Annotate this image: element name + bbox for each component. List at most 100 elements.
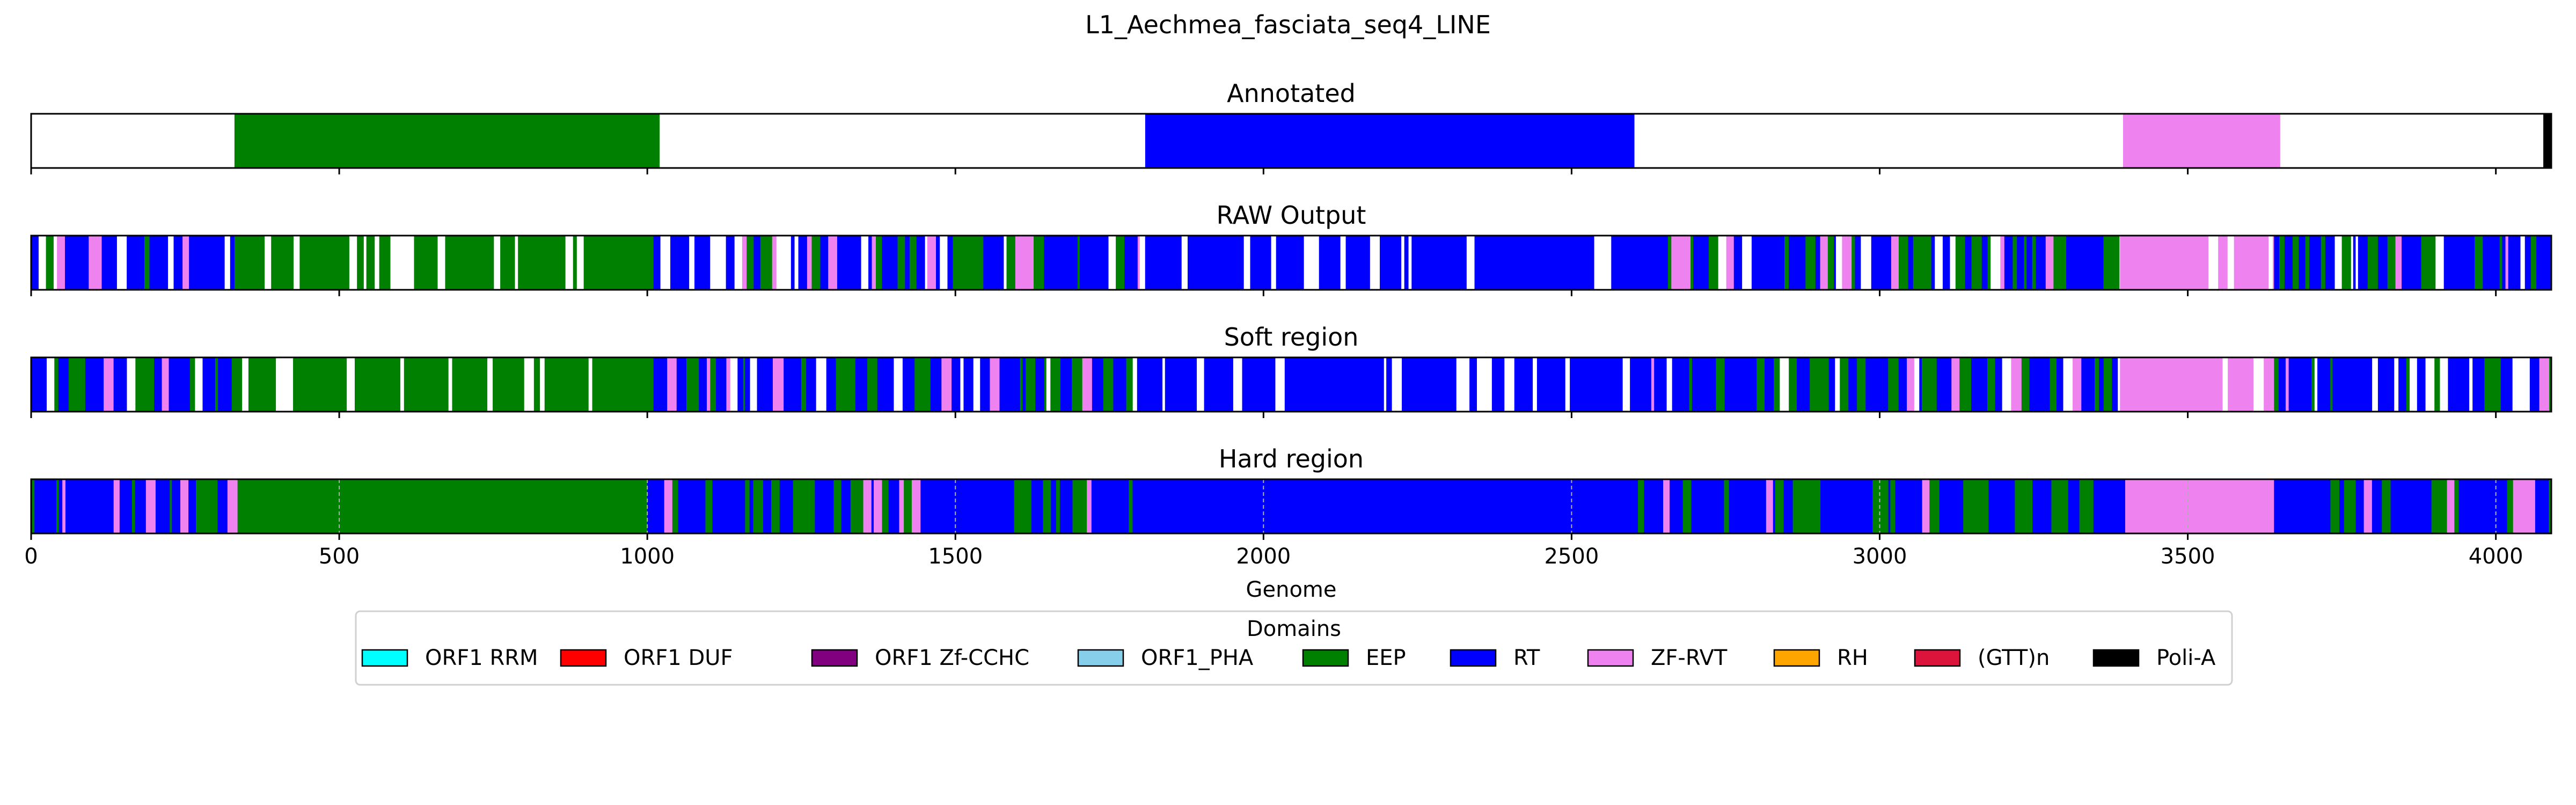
segment-rt	[1700, 479, 1707, 533]
segment-eep	[574, 479, 585, 533]
segment-rt	[1680, 357, 1690, 412]
segment-rt	[1481, 479, 1490, 533]
segment-eep	[1708, 236, 1719, 290]
segment-eep	[562, 479, 573, 533]
segment-eep	[873, 357, 878, 412]
segment-none	[347, 357, 355, 412]
segment-zf-rvt	[2177, 357, 2181, 412]
segment-eep	[588, 236, 593, 290]
segment-rt	[1302, 479, 1312, 533]
segment-eep	[314, 236, 323, 290]
segment-rt	[1504, 236, 1514, 290]
segment-rt	[791, 236, 795, 290]
segment-rt	[119, 479, 123, 533]
segment-eep	[316, 357, 324, 412]
segment-rt	[1801, 236, 1806, 290]
segment-rt	[1670, 479, 1677, 533]
segment-zf-rvt	[2285, 357, 2289, 412]
segment-none	[1565, 357, 1570, 412]
segment-eep	[770, 236, 773, 290]
segment-rt	[1474, 357, 1477, 412]
segment-eep	[293, 357, 302, 412]
segment-eep	[710, 357, 716, 412]
segment-zf-rvt	[2246, 479, 2256, 533]
segment-rt	[1633, 357, 1642, 412]
segment-eep	[1980, 479, 1989, 533]
segment-zf-rvt	[145, 479, 156, 533]
segment-rt	[2349, 357, 2356, 412]
segment-rt	[852, 236, 859, 290]
segment-eep	[608, 479, 617, 533]
segment-eep	[604, 236, 613, 290]
segment-rt	[1219, 236, 1222, 290]
segment-eep	[289, 479, 292, 533]
segment-eep	[1006, 236, 1016, 290]
segment-eep	[377, 479, 383, 533]
segment-rt	[2284, 479, 2289, 533]
segment-eep	[238, 357, 243, 412]
segment-rt	[1208, 357, 1216, 412]
segment-rt	[1402, 357, 1410, 412]
segment-zf-rvt	[828, 236, 838, 290]
segment-rt	[98, 357, 104, 412]
segment-rt	[1181, 357, 1188, 412]
segment-rt	[999, 357, 1008, 412]
segment-zf-rvt	[89, 236, 93, 290]
segment-eep	[633, 479, 639, 533]
segment-eep	[280, 236, 287, 290]
segment-rt	[705, 236, 711, 290]
segment-rt	[1586, 236, 1592, 290]
segment-eep	[310, 357, 317, 412]
panel-frame	[30, 356, 2552, 413]
segment-rt	[1898, 357, 1907, 412]
segment-rt	[2360, 479, 2365, 533]
segment-none	[1742, 236, 1752, 290]
segment-rt	[1865, 357, 1875, 412]
segment-eep	[369, 236, 375, 290]
segment-none	[1599, 236, 1606, 290]
segment-eep	[322, 236, 332, 290]
segment-rt	[141, 236, 145, 290]
segment-rt	[1404, 479, 1415, 533]
segment-none	[960, 357, 964, 412]
segment-rt	[1069, 357, 1072, 412]
segment-rt	[1557, 357, 1566, 412]
segment-eep	[2095, 357, 2099, 412]
segment-eep	[833, 479, 842, 533]
segment-rt	[1855, 236, 1861, 290]
segment-rt	[2036, 357, 2043, 412]
segment-eep	[1020, 357, 1023, 412]
segment-rt	[1428, 357, 1432, 412]
segment-rt	[1591, 236, 1595, 290]
segment-rt	[845, 236, 850, 290]
segment-rt	[2508, 236, 2519, 290]
segment-rt	[1672, 357, 1681, 412]
segment-rt	[38, 357, 41, 412]
segment-rt	[2093, 479, 2096, 533]
segment-rt	[1169, 236, 1173, 290]
segment-rt	[1647, 236, 1655, 290]
segment-none	[2063, 357, 2068, 412]
segment-eep	[507, 357, 512, 412]
segment-rt	[926, 479, 934, 533]
segment-rt	[1191, 479, 1202, 533]
segment-zf-rvt	[2180, 357, 2185, 412]
segment-rt	[1442, 479, 1450, 533]
segment-rt	[657, 357, 668, 412]
segment-eep	[414, 357, 417, 412]
segment-eep	[82, 357, 86, 412]
segment-eep	[2530, 236, 2537, 290]
segment-rt	[1936, 357, 1943, 412]
segment-eep	[2050, 357, 2057, 412]
segment-zf-rvt	[2273, 236, 2274, 290]
segment-rt	[1715, 479, 1725, 533]
segment-rt	[1067, 357, 1070, 412]
segment-rt	[2068, 479, 2076, 533]
segment-rt	[1763, 236, 1767, 290]
segment-zf-rvt	[2505, 236, 2509, 290]
segment-zf-rvt	[2131, 357, 2140, 412]
segment-zf-rvt	[927, 236, 936, 290]
segment-eep	[430, 236, 438, 290]
segment-rt	[887, 357, 895, 412]
segment-rt	[2397, 479, 2403, 533]
